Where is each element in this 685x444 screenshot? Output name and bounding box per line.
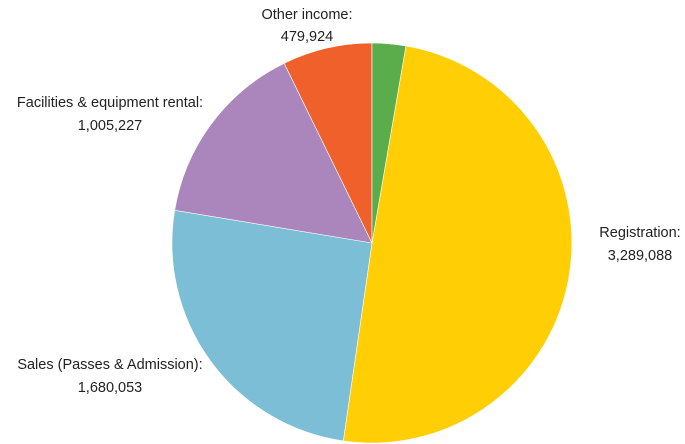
label-facilities-value: 1,005,227: [78, 118, 143, 134]
label-registration: Registration: 3,289,088: [599, 225, 680, 264]
label-sales: Sales (Passes & Admission): 1,680,053: [17, 357, 202, 396]
label-other-income: Other income: 479,924: [261, 7, 352, 45]
pie-slices: [171, 42, 573, 444]
label-sales-value: 1,680,053: [78, 380, 143, 396]
label-facilities: Facilities & equipment rental: 1,005,227: [17, 95, 203, 134]
pie-slice-registration: [342, 45, 573, 444]
label-facilities-name: Facilities & equipment rental:: [17, 95, 203, 111]
label-registration-name: Registration:: [599, 225, 680, 241]
label-other-income-name: Other income:: [261, 7, 352, 23]
pie-slice-facilities-equipment-rental: [174, 62, 373, 244]
label-registration-value: 3,289,088: [608, 248, 673, 264]
label-sales-name: Sales (Passes & Admission):: [17, 357, 202, 373]
pie-slice-sales-passes-admission: [171, 209, 373, 442]
label-other-income-value: 479,924: [281, 29, 333, 45]
pie-slice-small-green: [371, 42, 407, 244]
